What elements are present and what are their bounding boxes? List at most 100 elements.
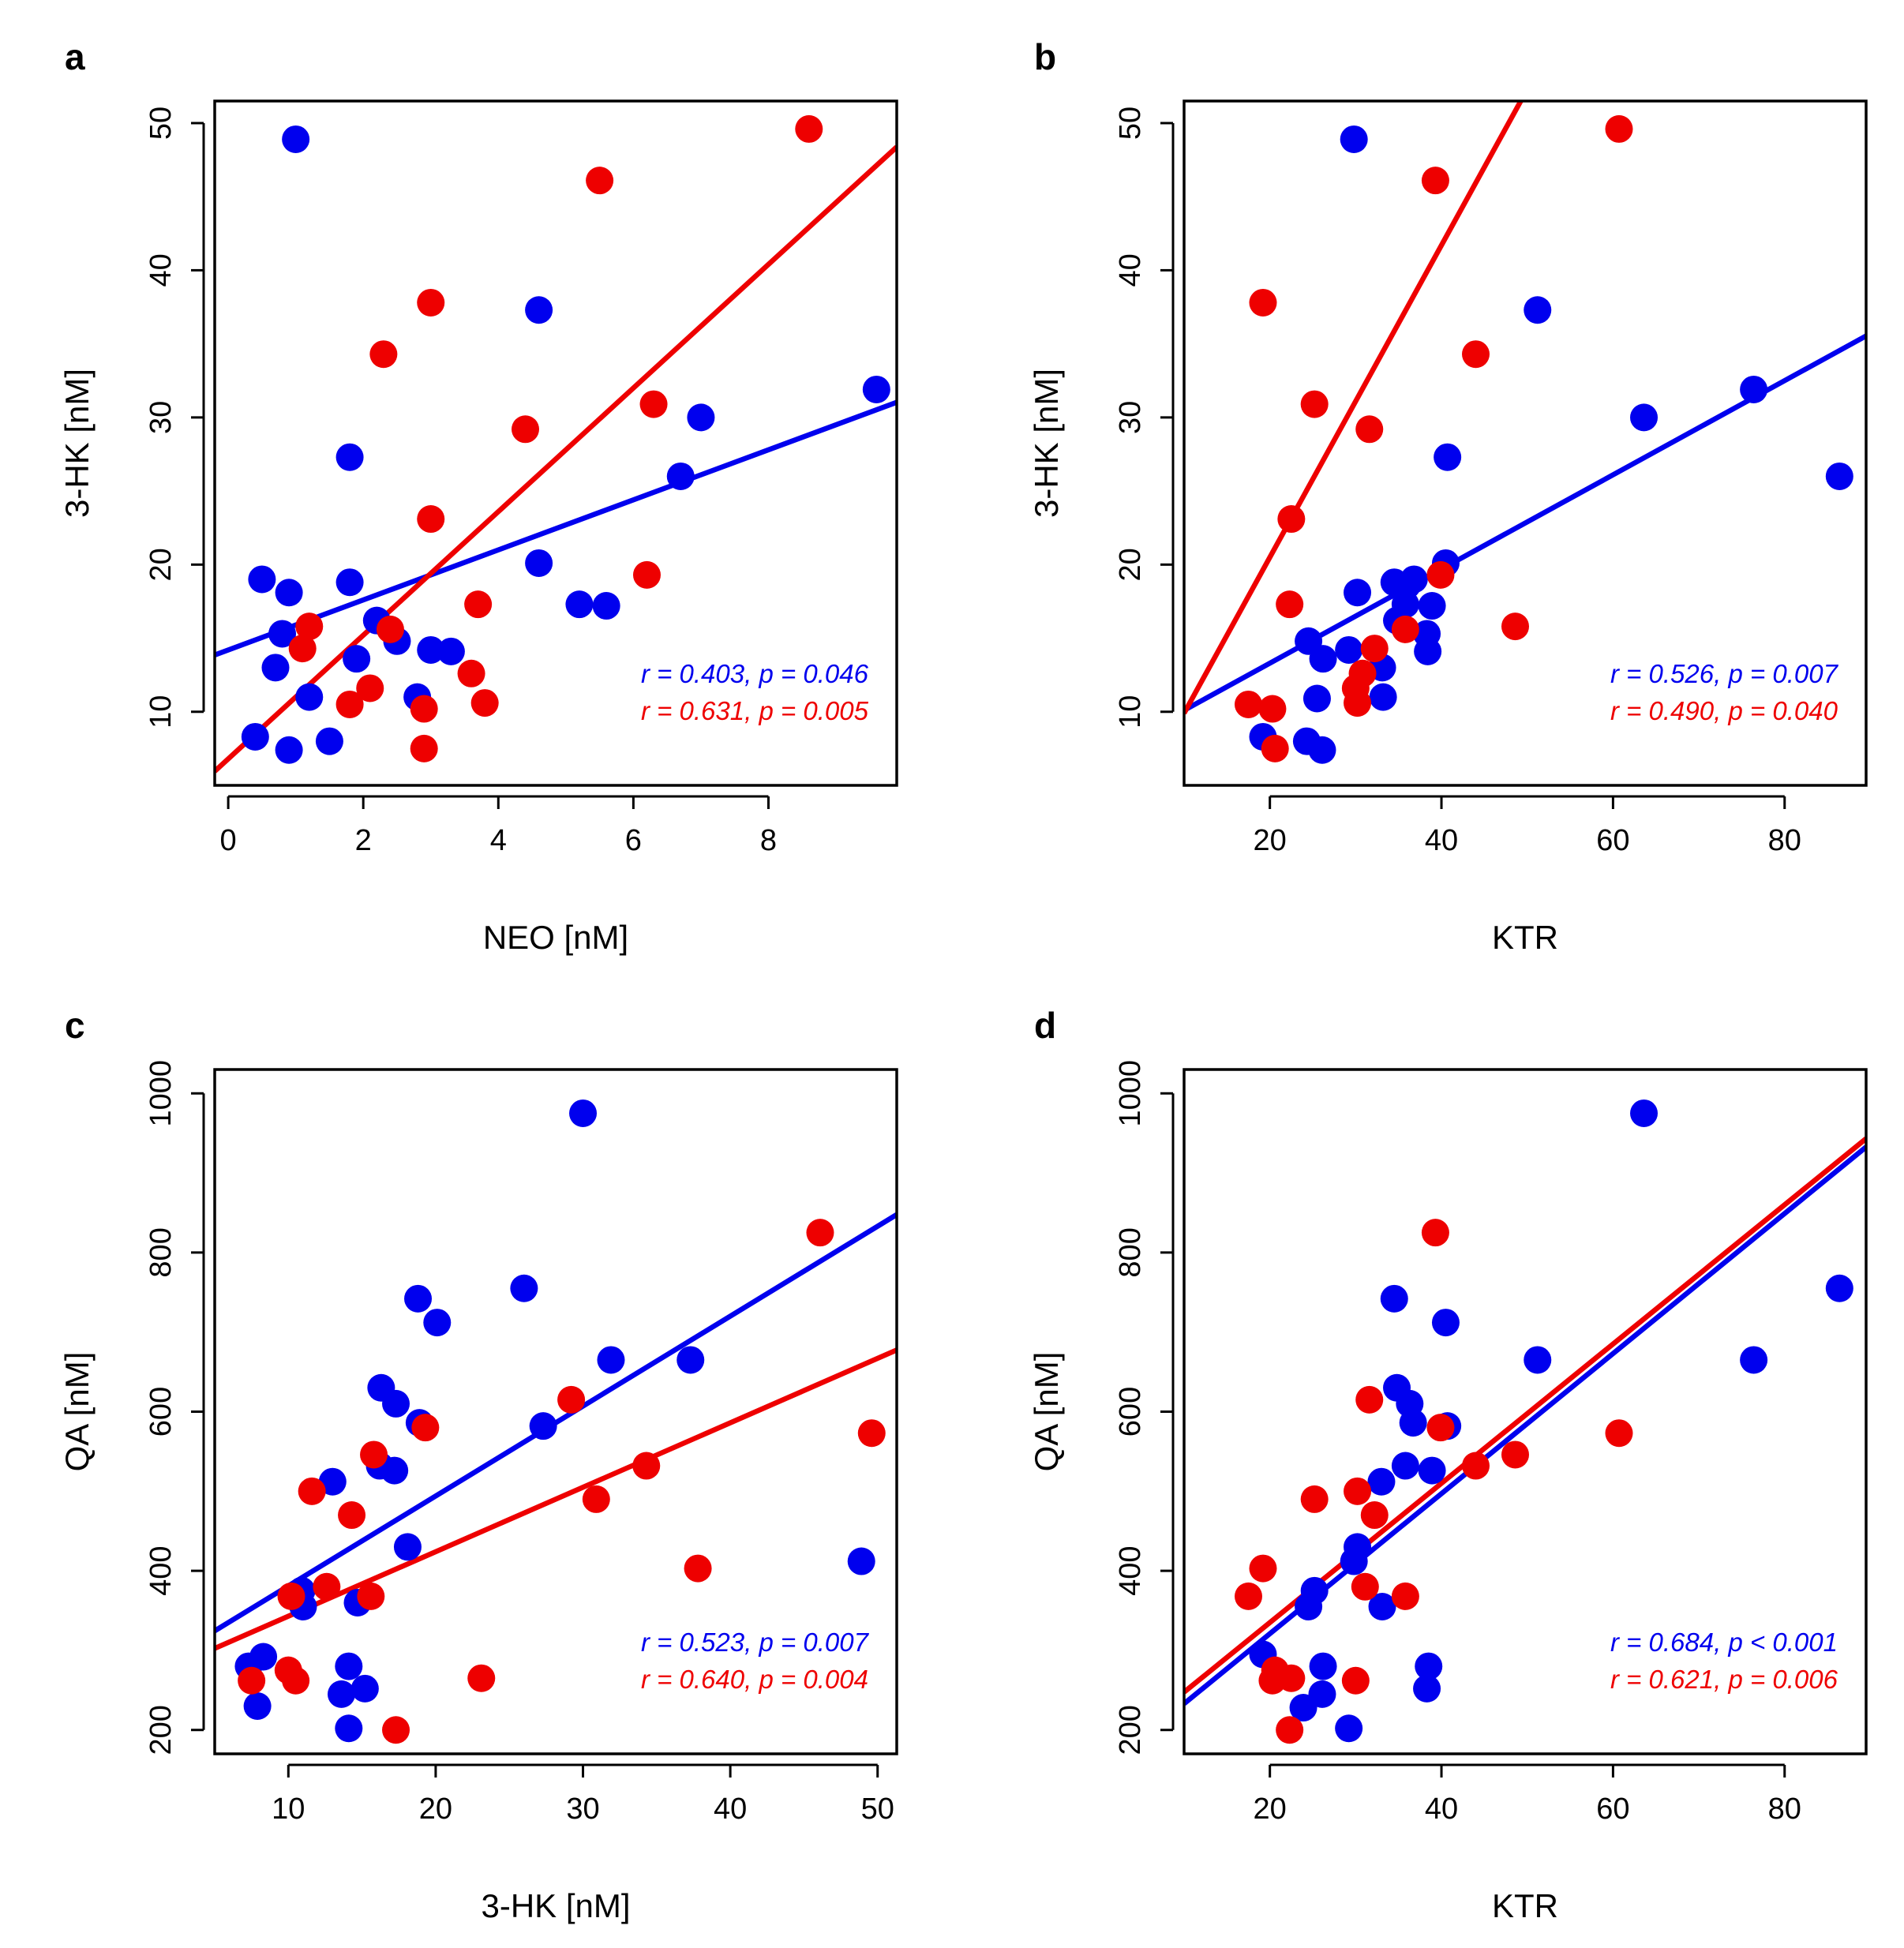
x-tick-label: 4 (490, 824, 507, 857)
data-point (313, 1572, 341, 1601)
y-tick-label: 40 (1114, 253, 1147, 287)
correlation-annotation: r = 0.631, p = 0.005 (641, 696, 869, 725)
data-point (1351, 1572, 1379, 1601)
y-tick-label: 30 (144, 401, 178, 434)
data-point (357, 1582, 385, 1610)
x-tick-label: 60 (1596, 824, 1629, 857)
x-tick-label: 60 (1596, 1793, 1629, 1826)
data-point (457, 659, 485, 687)
data-point (268, 620, 297, 648)
data-point (1348, 659, 1377, 687)
data-point (1235, 1582, 1263, 1610)
x-tick-label: 30 (566, 1793, 599, 1826)
data-point (1431, 1309, 1460, 1337)
y-tick-label: 600 (144, 1387, 178, 1437)
plot-frame (1183, 1068, 1868, 1755)
data-point (569, 1099, 598, 1127)
data-point (565, 590, 594, 619)
y-axis-title: 3-HK [nM] (58, 369, 96, 518)
data-point (1825, 462, 1853, 490)
data-point (1740, 1346, 1768, 1374)
data-point (795, 114, 823, 143)
data-point (847, 1547, 875, 1575)
data-point (1414, 637, 1442, 665)
y-tick-label: 30 (1114, 401, 1147, 434)
data-point (1360, 1501, 1389, 1530)
y-tick-label: 600 (1114, 1387, 1147, 1437)
data-point (1261, 734, 1289, 762)
data-point (410, 734, 438, 762)
x-axis-title: NEO [nM] (483, 919, 628, 956)
data-point (862, 375, 890, 403)
data-point (1276, 590, 1304, 619)
data-point (1355, 1385, 1384, 1414)
data-point (512, 415, 540, 444)
data-point (1300, 1485, 1329, 1513)
data-point (241, 722, 269, 751)
correlation-annotation: r = 0.490, p = 0.040 (1610, 696, 1838, 725)
data-point (282, 1666, 310, 1695)
data-point (639, 390, 668, 418)
data-point (1501, 1440, 1530, 1469)
data-point (529, 1412, 557, 1440)
y-tick-label: 20 (144, 548, 178, 581)
y-tick-label: 20 (1114, 548, 1147, 581)
data-point (1391, 615, 1419, 643)
data-point (1421, 1219, 1449, 1247)
data-point (295, 612, 324, 641)
data-point (1524, 296, 1552, 324)
correlation-annotation: r = 0.403, p = 0.046 (641, 659, 869, 688)
data-point (360, 1440, 388, 1469)
data-point (1309, 645, 1337, 673)
data-point (248, 565, 276, 594)
data-point (1302, 684, 1331, 713)
panel-letter: c (65, 1005, 85, 1046)
data-point (1277, 505, 1306, 534)
data-point (1434, 443, 1462, 471)
x-tick-label: 80 (1768, 1793, 1801, 1826)
data-point (1368, 1592, 1396, 1620)
data-point (275, 579, 303, 607)
data-point (437, 637, 465, 665)
data-point (275, 736, 303, 764)
data-point (295, 683, 324, 711)
data-point (382, 1716, 410, 1744)
panel-c: 10 20 30 40 50 3-HK [nM] 200 400 600 800 1000 QA [n… (58, 1005, 898, 1924)
correlation-annotation: r = 0.621, p = 0.006 (1610, 1665, 1838, 1694)
data-point (380, 1456, 409, 1485)
data-point (1360, 635, 1389, 663)
y-tick-label: 40 (144, 253, 178, 287)
x-axis-title: KTR (1492, 919, 1558, 956)
regression-line (1184, 1137, 1866, 1695)
y-tick-label: 200 (1114, 1705, 1147, 1755)
data-point (586, 167, 614, 195)
data-point (1462, 1452, 1490, 1480)
y-axis-title: QA [nM] (1028, 1352, 1065, 1472)
correlation-annotation: r = 0.526, p = 0.007 (1610, 659, 1839, 688)
x-tick-label: 20 (1254, 824, 1287, 857)
data-point (1462, 340, 1490, 369)
data-point (677, 1346, 705, 1374)
x-tick-label: 10 (272, 1793, 305, 1826)
y-tick-label: 1000 (1114, 1060, 1147, 1127)
data-point (335, 690, 364, 718)
y-tick-label: 1000 (144, 1060, 178, 1127)
data-point (1421, 167, 1449, 195)
x-tick-label: 2 (355, 824, 372, 857)
correlation-annotation: r = 0.523, p = 0.007 (641, 1628, 870, 1657)
data-point (1825, 1274, 1853, 1302)
y-tick-label: 400 (144, 1545, 178, 1595)
data-point (687, 403, 715, 432)
data-point (417, 288, 445, 317)
data-point (1308, 736, 1336, 764)
data-point (298, 1477, 326, 1505)
x-tick-label: 6 (625, 824, 642, 857)
data-point (1344, 579, 1372, 607)
data-point (350, 1674, 379, 1703)
data-point (857, 1419, 886, 1448)
y-tick-label: 800 (1114, 1227, 1147, 1277)
x-tick-label: 8 (760, 824, 777, 857)
data-point (1235, 690, 1263, 718)
data-point (376, 615, 404, 643)
